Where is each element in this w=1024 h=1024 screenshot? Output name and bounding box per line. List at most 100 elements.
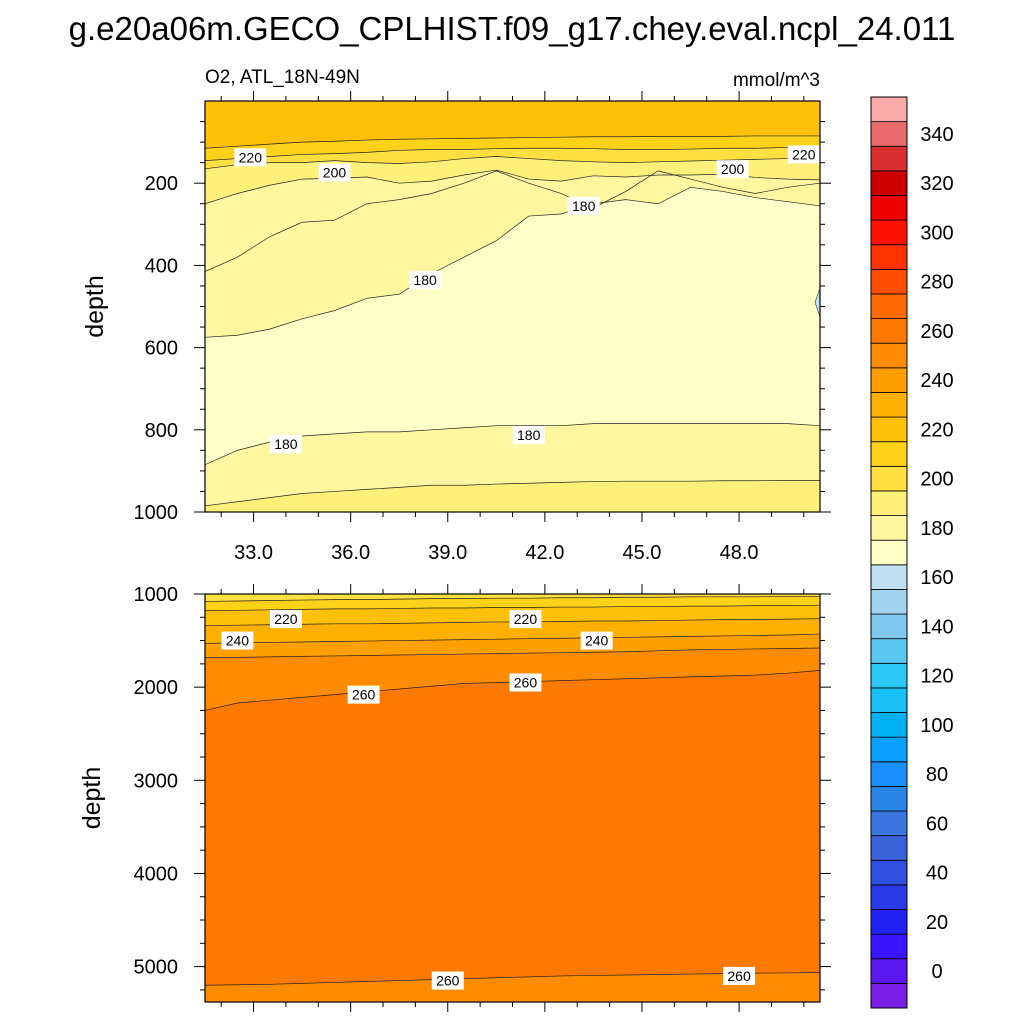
x-tick-label: 48.0 [720, 542, 759, 564]
lower-panel: 220 220 240 240 260 260 260 260 1000 2000 3000 4000… [78, 584, 831, 1012]
colorbar-tick-label: 40 [926, 863, 948, 885]
x-tick-label: 42.0 [525, 542, 564, 564]
contour-label: 180 [269, 435, 302, 454]
contour-label: 260 [431, 971, 464, 990]
contour-label: 180 [512, 426, 545, 445]
y-tick-label: 2000 [134, 677, 179, 699]
colorbar-tick-label: 140 [920, 616, 953, 638]
colorbar-segment [870, 564, 908, 590]
y-tick-label: 3000 [134, 770, 179, 792]
y-tick-label: 5000 [134, 957, 179, 979]
contour-label-box [509, 610, 542, 629]
colorbar-segment [870, 318, 908, 344]
contour-line [205, 604, 820, 612]
contour-label-box [269, 435, 302, 454]
contour-label-box [318, 163, 351, 182]
colorbar-segment [870, 465, 908, 492]
contour-band [814, 287, 820, 317]
contour-label-box [221, 631, 254, 650]
colorbar-tick-label: 300 [920, 222, 953, 244]
contour-label: 220 [787, 145, 820, 164]
colorbar-tick-label: 120 [920, 666, 953, 688]
colorbar-tick-label: 240 [920, 370, 953, 392]
colorbar-segment [870, 687, 908, 713]
contour-label-box [787, 145, 820, 164]
contour-label: 260 [347, 685, 380, 704]
contour-line [205, 480, 820, 507]
x-tick-label: 39.0 [428, 542, 467, 564]
colorbar-segment [870, 613, 908, 640]
contour-line [205, 633, 820, 644]
colorbar-segment [870, 982, 908, 1009]
contour-line [205, 972, 820, 986]
contour-line [205, 423, 820, 466]
contour-label-box [234, 148, 267, 167]
contour-label-box [509, 673, 542, 692]
contour-label: 240 [221, 631, 254, 650]
variable-label: O2, ATL_18N-49N [205, 67, 360, 88]
y-tick-label: 1000 [134, 584, 179, 606]
y-axis-label: depth [81, 275, 109, 338]
colorbar-segment [870, 268, 908, 295]
x-tick-label: 33.0 [234, 542, 273, 564]
upper-panel: 220 220 200 200 180 180 180 180 33.0 36.0 39.0 42.0… [81, 91, 831, 564]
colorbar-segment [870, 933, 908, 960]
colorbar-segment [870, 244, 908, 270]
contour-line [205, 595, 820, 602]
y-tick-label: 200 [145, 173, 178, 195]
colorbar-tick-label: 180 [920, 518, 953, 540]
colorbar-frame [870, 96, 908, 1009]
contour-fills: 220 220 240 240 260 260 260 260 [205, 594, 820, 1002]
contour-label-box [716, 160, 749, 179]
colorbar-segment [870, 170, 908, 196]
contour-label: 200 [716, 160, 749, 179]
colorbar-segment [870, 342, 908, 369]
colorbar-segment [870, 712, 908, 738]
colorbar-segment [870, 909, 908, 935]
contour-label-text: 260 [727, 968, 751, 984]
contour-fills: 220 220 200 200 180 180 180 180 [205, 101, 820, 512]
y-tick-label: 600 [145, 338, 178, 360]
contour-label-text: 180 [274, 436, 298, 452]
contour-label-text: 200 [323, 165, 347, 181]
colorbar-segment [870, 835, 908, 861]
colorbar-segment [870, 121, 908, 147]
colorbar-segment [870, 810, 908, 837]
contour-label: 180 [409, 270, 442, 289]
contour-label: 200 [318, 163, 351, 182]
contour-line [205, 135, 820, 149]
contour-label: 220 [269, 610, 302, 629]
x-tick-label: 36.0 [331, 542, 370, 564]
colorbar-segment [870, 884, 908, 910]
colorbar-tick-label: 160 [920, 567, 953, 589]
colorbar-segment [870, 761, 908, 787]
contour-label-text: 180 [572, 198, 596, 214]
contour-label-box [269, 610, 302, 629]
colorbar-segment [870, 490, 908, 516]
colorbar-segment [870, 638, 908, 664]
contour-label-box [723, 966, 756, 985]
colorbar-tick-label: 80 [926, 764, 948, 786]
figure-title: g.e20a06m.GECO_CPLHIST.f09_g17.chey.eval… [69, 10, 956, 47]
y-tick-label: 400 [145, 255, 178, 277]
colorbar-segment [870, 416, 908, 443]
contour-label-text: 220 [514, 611, 538, 627]
colorbar-tick-label: 260 [920, 321, 953, 343]
colorbar-segment [870, 736, 908, 763]
contour-line [205, 146, 820, 161]
contour-label-text: 260 [436, 973, 460, 989]
colorbar-tick-label: 320 [920, 173, 953, 195]
colorbar-tick-label: 340 [920, 124, 953, 146]
contour-label-text: 260 [514, 674, 538, 690]
contour-label-box [431, 971, 464, 990]
contour-label-text: 220 [274, 611, 298, 627]
contour-label-text: 220 [792, 146, 816, 162]
contour-line [205, 170, 820, 272]
contour-label-text: 200 [721, 161, 745, 177]
x-tick-label: 45.0 [623, 542, 662, 564]
contour-label-box [409, 270, 442, 289]
colorbar-tick-label: 20 [926, 912, 948, 934]
colorbar-segment [870, 589, 908, 615]
colorbar-segment [870, 662, 908, 689]
